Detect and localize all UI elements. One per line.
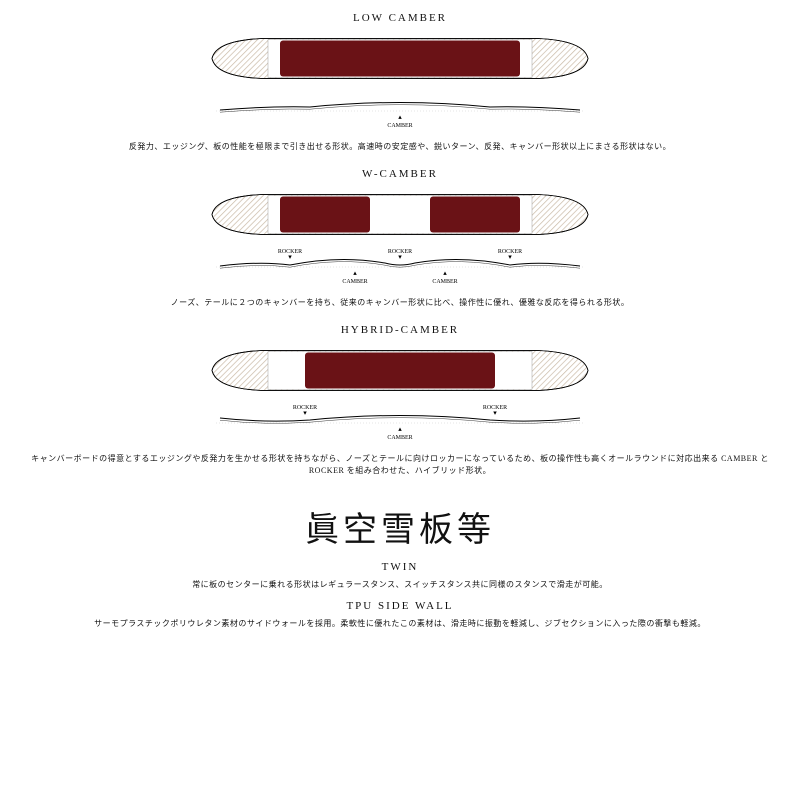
section-w: W-CAMBER ROCKER ▾ROCKER ▾ROCKER ▾▴ CAMBE… [30,168,770,310]
desc-hybrid: キャンバーボードの得意とするエッジングや反発力を生かせる形状を持ちながら、ノーズ… [30,453,770,479]
svg-text:▾: ▾ [303,409,307,417]
sub-desc-0: 常に板のセンターに乗れる形状はレギュラースタンス、スイッチスタンス共に同様のスタ… [30,579,770,590]
jp-brand-title: 眞空雪板等 [30,502,770,551]
title-w: W-CAMBER [30,168,770,180]
svg-text:▴: ▴ [353,269,357,277]
svg-text:CAMBER: CAMBER [387,123,412,129]
board-profile-hybrid: ROCKER ▾ROCKER ▾▴ CAMBER [210,401,590,443]
svg-text:▴: ▴ [398,113,402,121]
svg-text:CAMBER: CAMBER [387,435,412,441]
title-hybrid: HYBRID-CAMBER [30,324,770,336]
section-hybrid: HYBRID-CAMBER ROCKER ▾ROCKER ▾▴ CAMBER キ… [30,324,770,479]
svg-text:▾: ▾ [508,253,512,261]
svg-text:▾: ▾ [493,409,497,417]
section-low: LOW CAMBER ▴ CAMBER 反発力、エッジング、板の性能を極限まで引… [30,12,770,154]
profile-wrap-w: ROCKER ▾ROCKER ▾ROCKER ▾▴ CAMBER▴ CAMBER [30,245,770,287]
board-profile-low: ▴ CAMBER [210,89,590,131]
sub-title-1: TPU SIDE WALL [30,600,770,612]
svg-text:▴: ▴ [398,425,402,433]
svg-text:CAMBER: CAMBER [342,279,367,285]
board-wrap-w [30,186,770,241]
sub-title-0: TWIN [30,561,770,573]
board-topview-hybrid [210,342,590,397]
svg-text:▾: ▾ [398,253,402,261]
desc-low: 反発力、エッジング、板の性能を極限まで引き出せる形状。高速時の安定感や、鋭いター… [30,141,770,154]
sub-desc-1: サーモプラスチックポリウレタン素材のサイドウォールを採用。柔軟性に優れたこの素材… [30,618,770,629]
svg-text:▾: ▾ [288,253,292,261]
sub-section-0: TWIN 常に板のセンターに乗れる形状はレギュラースタンス、スイッチスタンス共に… [30,561,770,590]
profile-wrap-low: ▴ CAMBER [30,89,770,131]
board-wrap-low [30,30,770,85]
svg-text:CAMBER: CAMBER [432,279,457,285]
profile-wrap-hybrid: ROCKER ▾ROCKER ▾▴ CAMBER [30,401,770,443]
board-topview-low [210,30,590,85]
board-wrap-hybrid [30,342,770,397]
sub-section-1: TPU SIDE WALL サーモプラスチックポリウレタン素材のサイドウォールを… [30,600,770,629]
desc-w: ノーズ、テールに２つのキャンバーを持ち、従来のキャンバー形状に比べ、操作性に優れ… [30,297,770,310]
board-topview-w [210,186,590,241]
title-low: LOW CAMBER [30,12,770,24]
board-profile-w: ROCKER ▾ROCKER ▾ROCKER ▾▴ CAMBER▴ CAMBER [210,245,590,287]
svg-text:▴: ▴ [443,269,447,277]
